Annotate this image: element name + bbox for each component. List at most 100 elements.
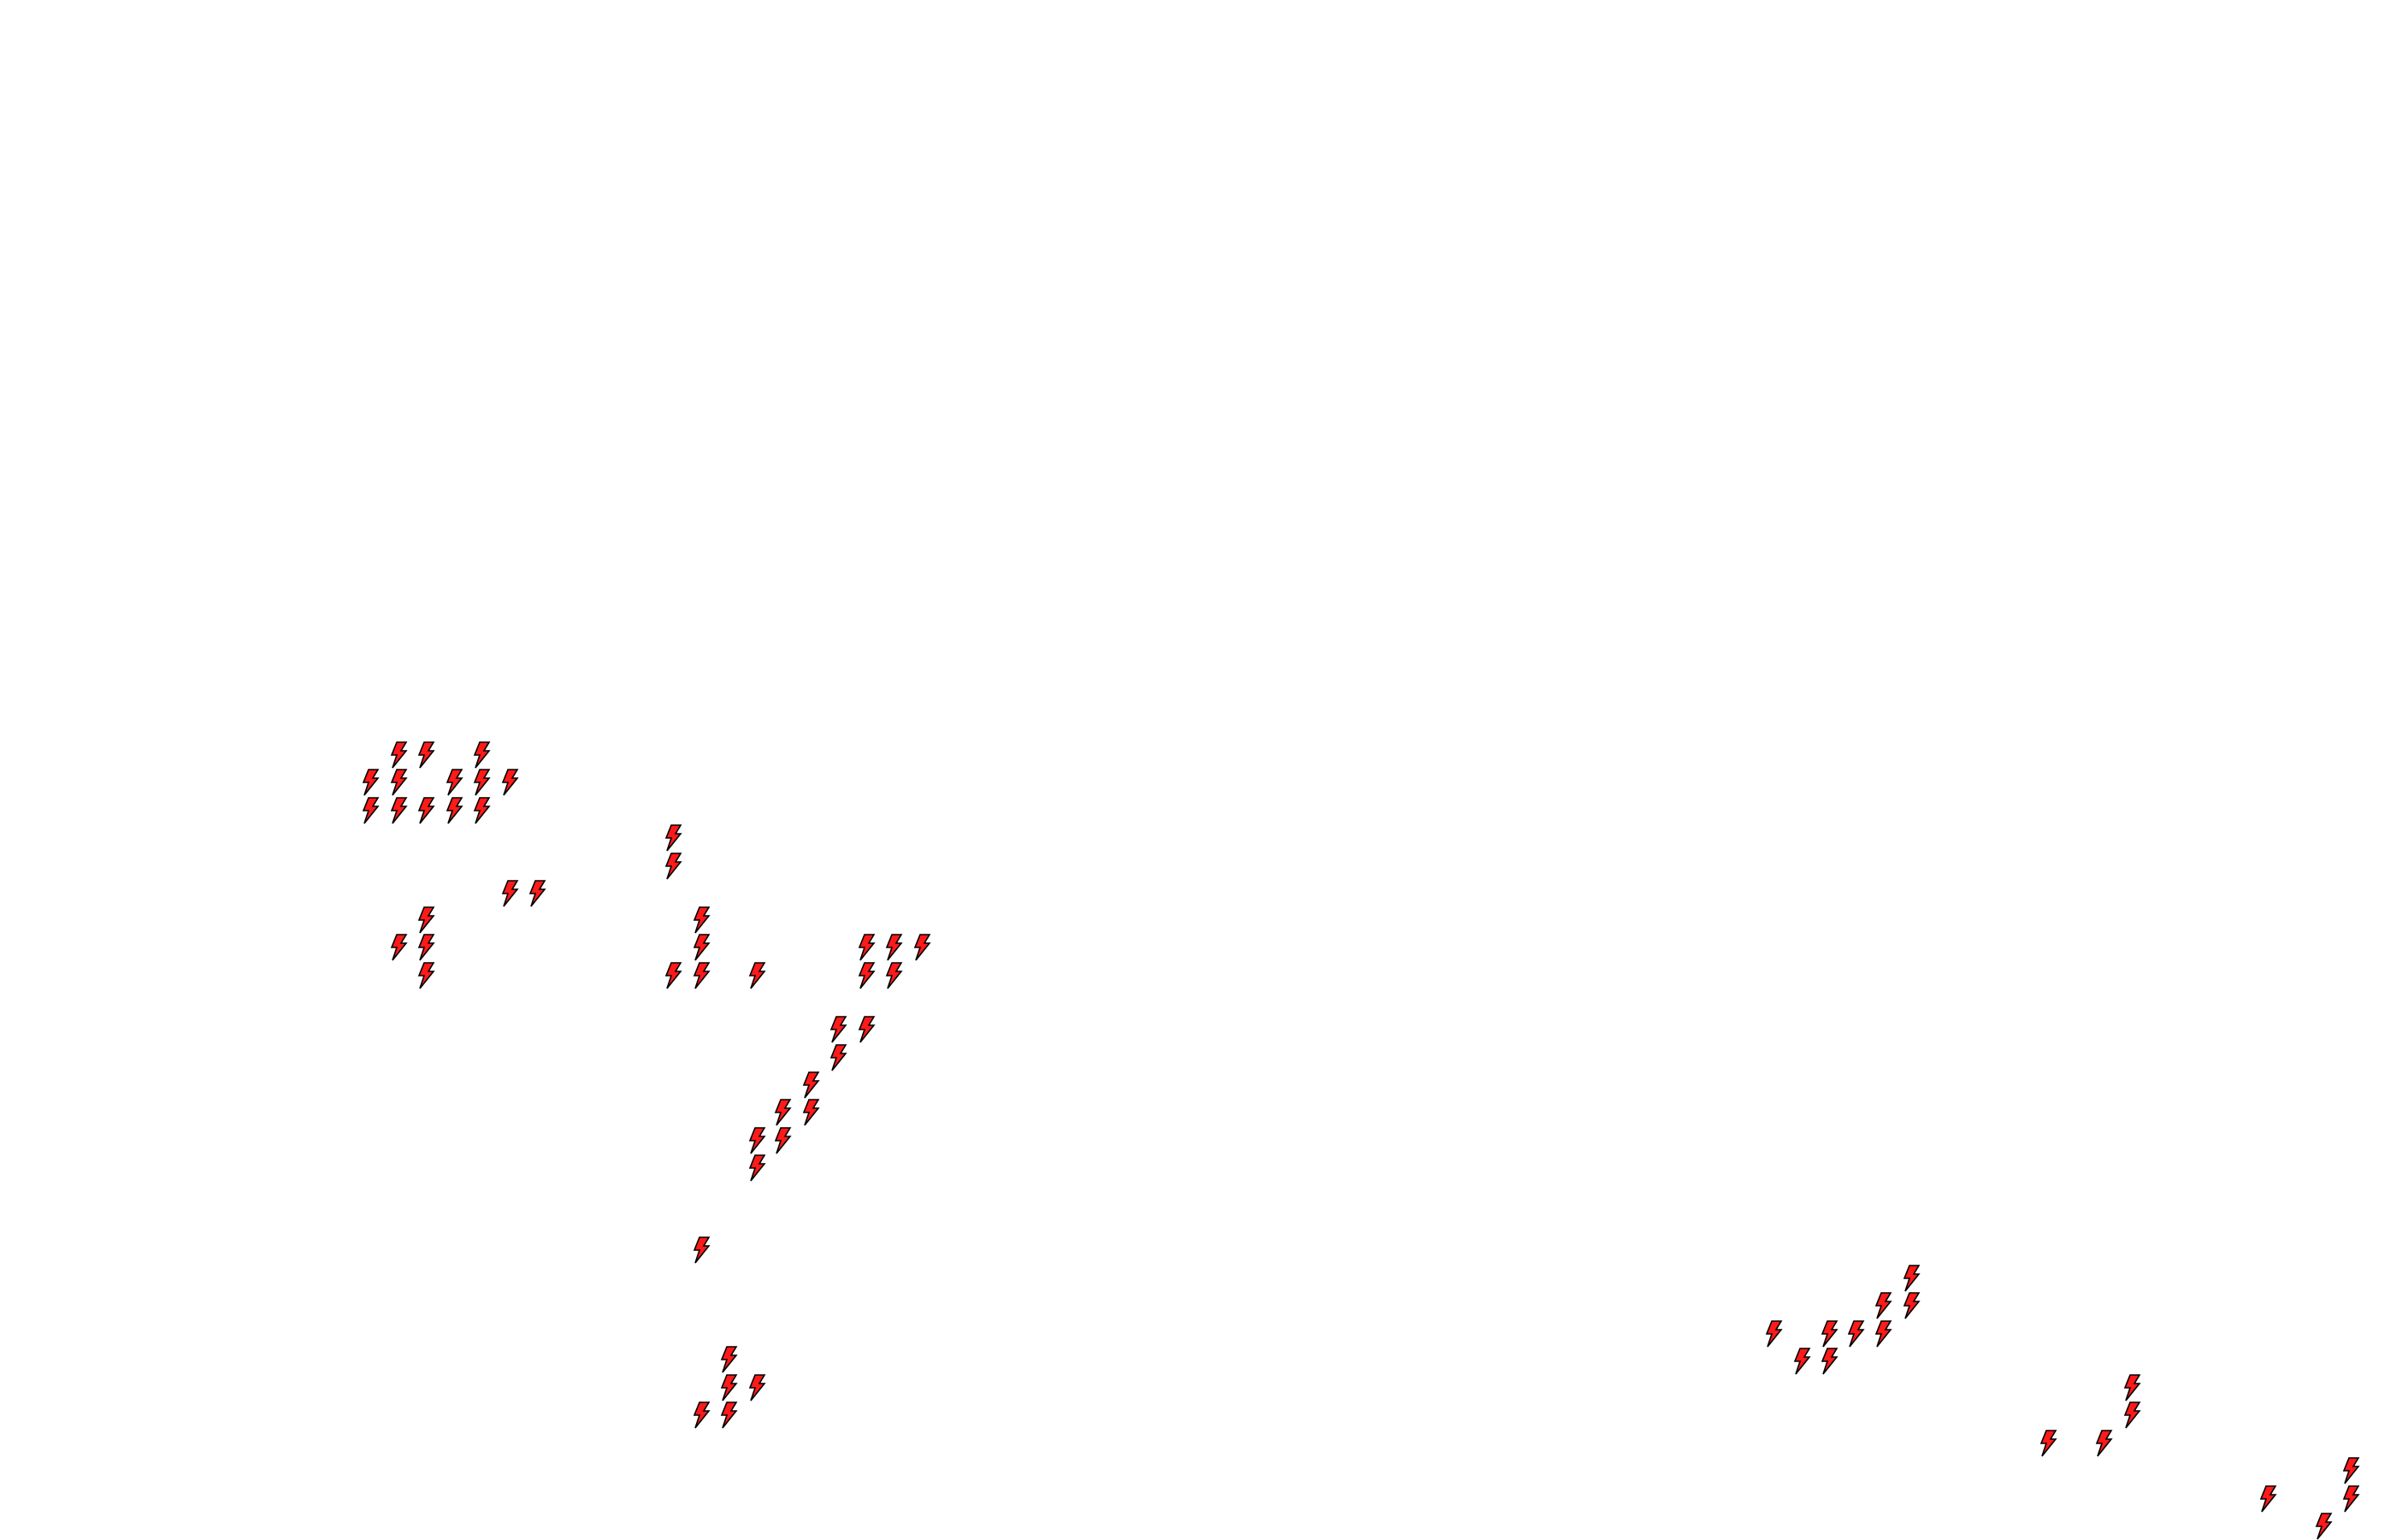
lightning-bolt-icon (2040, 1429, 2058, 1457)
lightning-marker[interactable] (389, 740, 408, 769)
lightning-bolt-icon (390, 796, 408, 824)
lightning-marker[interactable] (2314, 1513, 2333, 1540)
lightning-marker[interactable] (2122, 1401, 2141, 1429)
lightning-bolt-icon (390, 934, 408, 961)
lightning-marker[interactable] (445, 769, 463, 796)
lightning-bolt-icon (693, 1401, 711, 1429)
lightning-marker[interactable] (829, 1016, 847, 1043)
lightning-marker[interactable] (664, 962, 682, 989)
lightning-marker[interactable] (389, 934, 408, 961)
lightning-bolt-icon (390, 769, 408, 796)
lightning-marker[interactable] (500, 769, 519, 796)
lightning-marker[interactable] (773, 1127, 792, 1154)
lightning-bolt-icon (693, 934, 711, 961)
lightning-marker[interactable] (416, 934, 435, 961)
lightning-marker[interactable] (857, 934, 876, 961)
lightning-bolt-icon (858, 1016, 876, 1043)
lightning-marker[interactable] (801, 1071, 820, 1099)
lightning-bolt-icon (1903, 1264, 1921, 1292)
lightning-marker[interactable] (884, 962, 903, 989)
lightning-bolt-icon (418, 934, 435, 961)
lightning-bolt-icon (474, 769, 491, 796)
lightning-marker[interactable] (1874, 1292, 1892, 1319)
lightning-bolt-icon (2096, 1429, 2114, 1457)
lightning-bolt-icon (2315, 1513, 2333, 1540)
lightning-marker[interactable] (1820, 1348, 1838, 1375)
lightning-marker[interactable] (416, 796, 435, 824)
lightning-bolt-icon (2259, 1484, 2277, 1513)
lightning-marker[interactable] (692, 1236, 711, 1264)
lightning-marker[interactable] (719, 1346, 738, 1373)
lightning-bolt-icon (802, 1071, 820, 1099)
lightning-marker[interactable] (389, 769, 408, 796)
lightning-marker[interactable] (747, 1127, 766, 1154)
lightning-marker[interactable] (2122, 1373, 2141, 1401)
lightning-marker[interactable] (472, 796, 491, 824)
lightning-bolt-icon (664, 852, 682, 880)
lightning-marker[interactable] (801, 1099, 820, 1126)
lightning-marker[interactable] (416, 906, 435, 934)
lightning-marker[interactable] (2039, 1429, 2058, 1457)
lightning-bolt-icon (418, 962, 435, 989)
lightning-marker[interactable] (445, 796, 463, 824)
lightning-bolt-icon (363, 769, 380, 796)
lightning-bolt-icon (885, 962, 903, 989)
lightning-bolt-icon (1847, 1319, 1865, 1348)
lightning-marker[interactable] (747, 1154, 766, 1182)
lightning-marker[interactable] (416, 962, 435, 989)
lightning-marker[interactable] (747, 962, 766, 989)
lightning-marker[interactable] (664, 852, 682, 880)
lightning-marker[interactable] (1820, 1319, 1838, 1348)
lightning-marker[interactable] (361, 769, 380, 796)
lightning-bolt-icon (1821, 1319, 1838, 1348)
lightning-bolt-icon (748, 962, 766, 989)
lightning-marker[interactable] (664, 824, 682, 852)
lightning-marker[interactable] (692, 962, 711, 989)
lightning-bolt-icon (474, 796, 491, 824)
lightning-marker[interactable] (2094, 1429, 2114, 1457)
lightning-bolt-icon (390, 740, 408, 769)
lightning-marker[interactable] (692, 906, 711, 934)
lightning-bolt-icon (720, 1401, 738, 1429)
lightning-bolt-icon (446, 769, 463, 796)
lightning-bolt-icon (775, 1099, 792, 1126)
lightning-marker[interactable] (692, 1401, 711, 1429)
lightning-bolt-icon (748, 1373, 766, 1401)
lightning-marker[interactable] (829, 1043, 847, 1071)
lightning-marker[interactable] (1874, 1319, 1892, 1348)
lightning-marker[interactable] (472, 740, 491, 769)
lightning-bolt-icon (418, 796, 435, 824)
lightning-marker[interactable] (389, 796, 408, 824)
lightning-marker[interactable] (416, 740, 435, 769)
lightning-bolt-icon (474, 740, 491, 769)
lightning-marker[interactable] (500, 880, 519, 907)
lightning-marker[interactable] (528, 880, 546, 907)
lightning-marker[interactable] (1792, 1348, 1811, 1375)
lightning-marker[interactable] (1902, 1264, 1921, 1292)
lightning-marker[interactable] (719, 1373, 738, 1401)
lightning-marker[interactable] (472, 769, 491, 796)
lightning-bolt-icon (748, 1127, 766, 1154)
lightning-marker[interactable] (857, 962, 876, 989)
lightning-marker[interactable] (2258, 1484, 2277, 1513)
lightning-bolt-icon (2343, 1484, 2360, 1513)
lightning-bolt-icon (2123, 1401, 2141, 1429)
lightning-marker[interactable] (2341, 1457, 2360, 1484)
lightning-marker[interactable] (1846, 1319, 1865, 1348)
lightning-marker[interactable] (692, 934, 711, 961)
lightning-bolt-icon (913, 934, 931, 961)
lightning-marker[interactable] (1764, 1319, 1783, 1348)
lightning-marker[interactable] (747, 1373, 766, 1401)
lightning-bolt-icon (501, 769, 519, 796)
lightning-marker[interactable] (2341, 1484, 2360, 1513)
lightning-marker[interactable] (884, 934, 903, 961)
lightning-marker[interactable] (1902, 1292, 1921, 1319)
lightning-marker[interactable] (912, 934, 931, 961)
lightning-marker[interactable] (361, 796, 380, 824)
lightning-marker[interactable] (719, 1401, 738, 1429)
lightning-marker[interactable] (857, 1016, 876, 1043)
lightning-bolt-icon (720, 1373, 738, 1401)
lightning-marker[interactable] (773, 1099, 792, 1126)
lightning-bolt-icon (363, 796, 380, 824)
